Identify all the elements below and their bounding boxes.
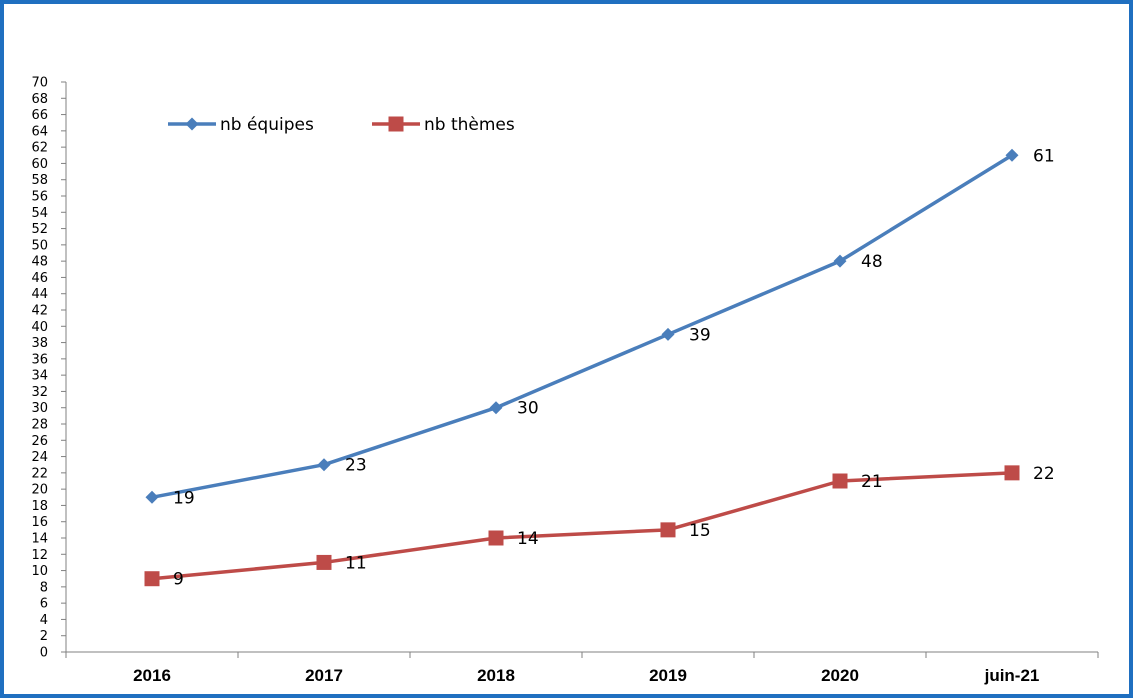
y-tick-label: 16 [31, 515, 48, 530]
y-tick-label: 12 [31, 548, 48, 563]
series-layer [144, 148, 1020, 587]
y-axis-ticks: 0246810121416182022242628303234363840424… [31, 76, 66, 661]
y-tick-label: 56 [31, 190, 48, 205]
x-tick-label: 2020 [821, 666, 859, 685]
y-tick-label: 40 [31, 320, 48, 335]
data-label: 39 [689, 325, 711, 345]
data-label: 9 [173, 570, 184, 590]
data-point [488, 530, 504, 546]
y-tick-label: 32 [31, 385, 48, 400]
data-point [660, 522, 676, 538]
data-label: 30 [517, 399, 539, 419]
data-label: 19 [173, 488, 195, 508]
x-tick-label: 2017 [305, 666, 343, 685]
y-tick-label: 68 [31, 92, 48, 107]
y-tick-label: 46 [31, 271, 48, 286]
x-tick-label: 2018 [477, 666, 515, 685]
data-point [1004, 465, 1020, 481]
data-point [317, 458, 331, 472]
y-tick-label: 58 [31, 173, 48, 188]
data-point [832, 473, 848, 489]
y-tick-label: 70 [31, 76, 48, 91]
data-label: 21 [861, 472, 883, 492]
data-label: 22 [1033, 464, 1055, 484]
y-tick-label: 48 [31, 255, 48, 270]
data-label: 61 [1033, 146, 1055, 166]
axes [65, 82, 1098, 653]
y-tick-label: 6 [40, 597, 48, 612]
data-point [833, 254, 847, 268]
legend-label: nb équipes [220, 115, 314, 135]
y-tick-label: 42 [31, 304, 48, 319]
x-tick-label: 2016 [133, 666, 171, 685]
data-label: 14 [517, 529, 539, 549]
y-tick-label: 22 [31, 466, 48, 481]
y-tick-label: 8 [40, 580, 48, 595]
y-tick-label: 44 [31, 287, 48, 302]
data-point [1005, 148, 1019, 162]
y-tick-label: 10 [31, 564, 48, 579]
y-tick-label: 38 [31, 336, 48, 351]
y-tick-label: 2 [40, 629, 48, 644]
y-tick-label: 36 [31, 352, 48, 367]
y-tick-label: 34 [31, 369, 48, 384]
x-axis-ticks: 2016 2017 2018 2019 2020 juin-21 [65, 652, 1099, 685]
y-tick-label: 30 [31, 401, 48, 416]
y-tick-label: 26 [31, 434, 48, 449]
series-line [151, 471, 1013, 581]
legend-marker [388, 116, 404, 132]
legend-entry: nb équipes [168, 115, 314, 135]
data-label: 11 [345, 553, 367, 573]
line-chart: 0246810121416182022242628303234363840424… [31, 76, 1099, 685]
y-tick-label: 62 [31, 141, 48, 156]
series-1 [145, 148, 1019, 504]
y-tick-label: 14 [31, 532, 48, 547]
x-tick-label: 2019 [649, 666, 687, 685]
data-label: 15 [689, 521, 711, 541]
data-label: 23 [345, 456, 367, 476]
y-tick-label: 64 [31, 124, 48, 139]
data-point [489, 401, 503, 415]
data-labels: 19 23 30 39 48 61 9 11 14 15 21 22 [173, 146, 1055, 589]
y-tick-label: 18 [31, 499, 48, 514]
series-2 [144, 465, 1020, 587]
data-point [661, 327, 675, 341]
legend-label: nb thèmes [424, 115, 515, 135]
data-label: 48 [861, 252, 883, 272]
y-tick-label: 20 [31, 483, 48, 498]
y-tick-label: 28 [31, 418, 48, 433]
legend-entry: nb thèmes [372, 115, 515, 135]
y-tick-label: 52 [31, 222, 48, 237]
legend: nb équipes nb thèmes [168, 115, 515, 135]
series-line [151, 153, 1013, 500]
y-tick-label: 66 [31, 108, 48, 123]
y-tick-label: 54 [31, 206, 48, 221]
legend-marker [185, 117, 199, 131]
x-tick-label: juin-21 [984, 666, 1040, 685]
y-tick-label: 24 [31, 450, 48, 465]
y-tick-label: 50 [31, 238, 48, 253]
y-tick-label: 0 [40, 646, 48, 661]
y-tick-label: 60 [31, 157, 48, 172]
y-tick-label: 4 [40, 613, 48, 628]
data-point [145, 490, 159, 504]
data-point [144, 571, 160, 587]
data-point [316, 554, 332, 570]
